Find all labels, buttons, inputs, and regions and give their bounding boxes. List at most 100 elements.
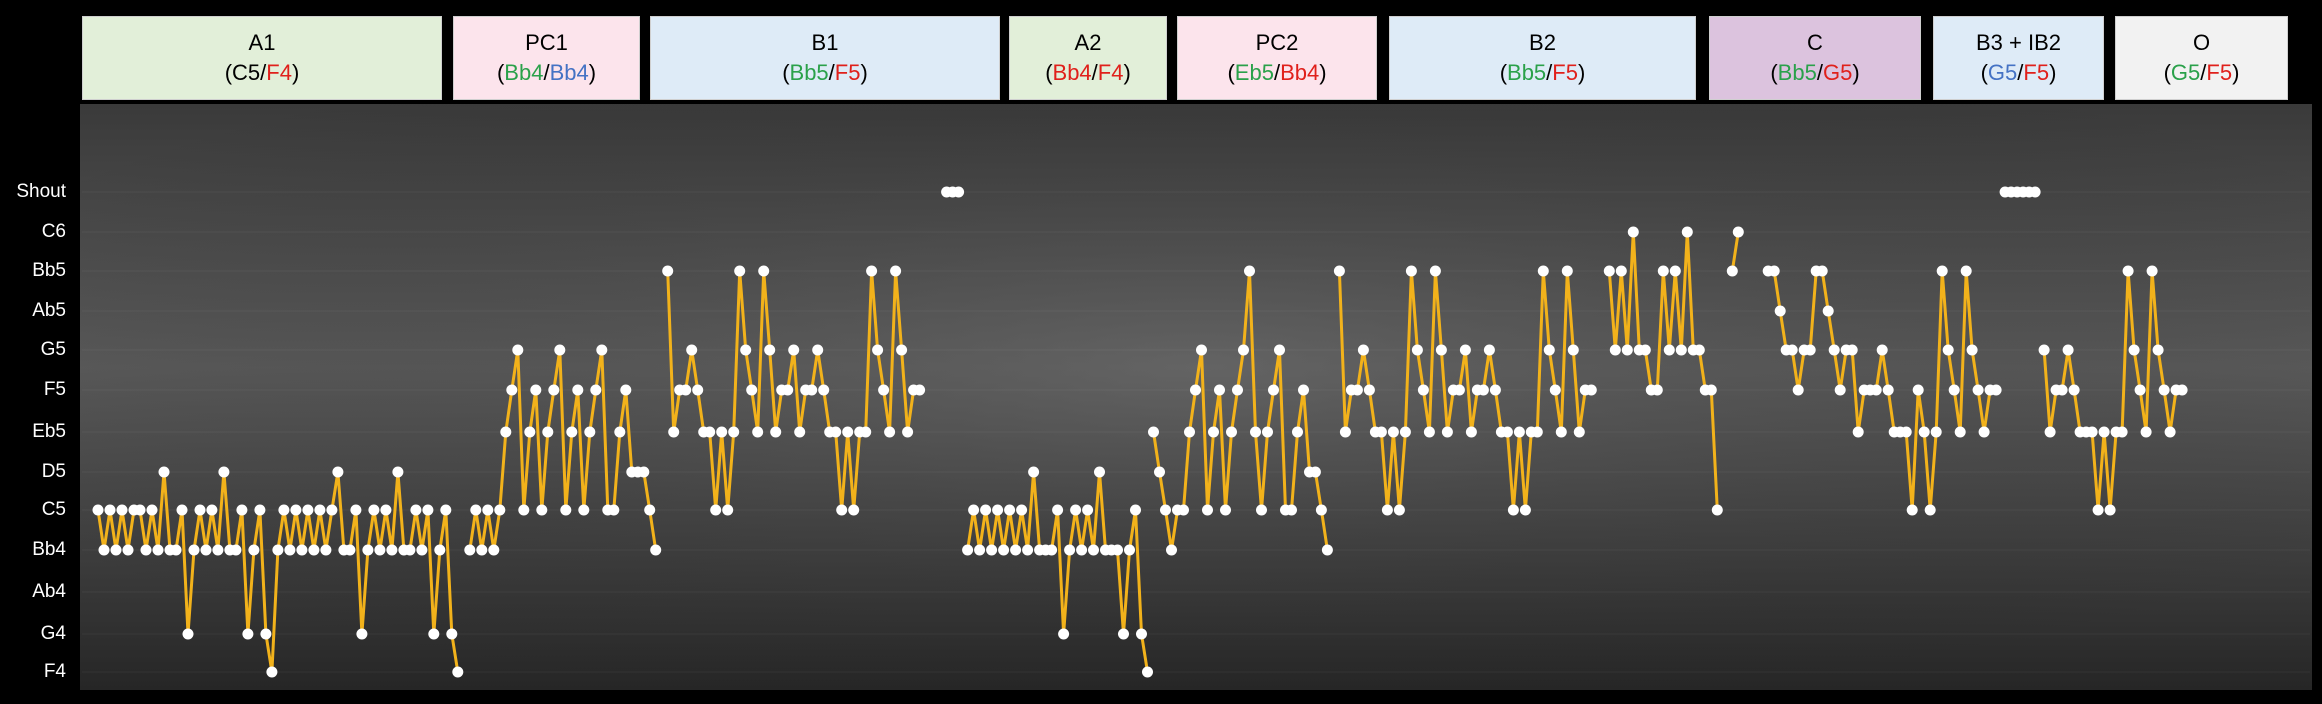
note-point	[1453, 384, 1465, 396]
note-point	[1828, 344, 1840, 356]
note-point	[560, 504, 572, 516]
section-key: F4	[266, 60, 292, 85]
key-punct: )	[860, 60, 868, 85]
note-point	[140, 544, 152, 556]
note-point	[818, 384, 830, 396]
key-punct: (	[496, 60, 505, 85]
key-punct: (	[1770, 60, 1778, 85]
note-point	[362, 544, 374, 556]
note-point	[1549, 384, 1561, 396]
note-point	[98, 544, 110, 556]
section-key: Bb4	[1280, 60, 1320, 85]
key-punct: /	[1816, 60, 1823, 85]
note-point	[1148, 426, 1159, 438]
note-point	[1154, 466, 1165, 478]
note-point	[1816, 265, 1828, 277]
note-point	[638, 466, 650, 478]
note-point	[1298, 384, 1309, 396]
key-punct: /	[828, 60, 835, 85]
key-punct: /	[1273, 60, 1281, 85]
note-point	[2158, 384, 2170, 396]
note-point	[1321, 544, 1333, 556]
note-point	[734, 265, 746, 277]
note-point	[1543, 344, 1555, 356]
section-header-b2: B2 (Bb5/F5)	[1389, 16, 1696, 100]
note-point	[866, 265, 878, 277]
key-punct: /	[1091, 60, 1098, 85]
y-tick-label: C6	[41, 221, 66, 242]
note-point	[680, 384, 692, 396]
note-point	[392, 466, 404, 478]
note-point	[1573, 426, 1585, 438]
note-point	[1064, 544, 1076, 556]
note-point	[782, 384, 794, 396]
note-point	[1339, 426, 1351, 438]
section-key: Bb5	[1777, 60, 1817, 85]
note-point	[410, 504, 422, 516]
section-header-pc1: PC1 (Bb4/Bb4)	[453, 16, 640, 100]
note-point	[1561, 265, 1573, 277]
note-point	[536, 504, 548, 516]
section-key: F5	[834, 60, 861, 85]
note-point	[1375, 426, 1387, 438]
note-point	[2128, 344, 2140, 356]
note-point	[620, 384, 632, 396]
key-punct: (	[1980, 60, 1988, 85]
note-point	[1792, 384, 1804, 396]
note-point	[884, 426, 896, 438]
note-point	[122, 544, 134, 556]
note-point	[404, 544, 416, 556]
note-point	[2092, 504, 2104, 516]
note-point	[1160, 504, 1171, 516]
key-punct: )	[2049, 60, 2057, 85]
note-point	[770, 426, 782, 438]
note-point	[614, 426, 626, 438]
note-point	[1651, 384, 1663, 396]
note-point	[1948, 384, 1960, 396]
note-point	[416, 544, 428, 556]
note-point	[1459, 344, 1471, 356]
note-point	[1555, 426, 1567, 438]
note-point	[368, 504, 380, 516]
note-point	[434, 544, 446, 556]
section-header-o: O (G5/F5)	[2115, 16, 2288, 100]
note-point	[2176, 384, 2188, 396]
note-point	[1232, 384, 1243, 396]
key-punct: )	[1852, 60, 1860, 85]
note-point	[470, 504, 482, 516]
note-point	[1900, 426, 1912, 438]
note-point	[1220, 504, 1231, 516]
note-point	[1822, 305, 1834, 317]
note-point	[482, 504, 494, 516]
note-point	[1768, 265, 1780, 277]
note-point	[530, 384, 542, 396]
note-point	[1483, 344, 1495, 356]
note-point	[1070, 504, 1082, 516]
key-punct: )	[588, 60, 597, 85]
note-point	[1333, 265, 1345, 277]
note-point	[746, 384, 758, 396]
note-point	[1585, 384, 1597, 396]
note-point	[1244, 265, 1255, 277]
note-point	[380, 504, 392, 516]
y-tick-label: Bb4	[32, 539, 66, 560]
section-keys: (Bb5/G5)	[1770, 58, 1859, 88]
note-point	[1657, 265, 1669, 277]
note-point	[320, 544, 332, 556]
note-point	[2044, 426, 2056, 438]
section-name: B3 + IB2	[1975, 30, 2061, 55]
y-tick-label: Bb5	[32, 260, 66, 281]
note-point	[344, 544, 356, 556]
note-point	[500, 426, 512, 438]
note-point	[494, 504, 506, 516]
note-point	[1537, 265, 1549, 277]
note-point	[2029, 186, 2041, 198]
note-point	[1804, 344, 1816, 356]
note-point	[1010, 544, 1022, 556]
note-point	[1028, 466, 1040, 478]
section-key: F5	[2023, 60, 2050, 85]
note-point	[1381, 504, 1393, 516]
section-name: C	[1807, 30, 1823, 55]
note-point	[548, 384, 560, 396]
